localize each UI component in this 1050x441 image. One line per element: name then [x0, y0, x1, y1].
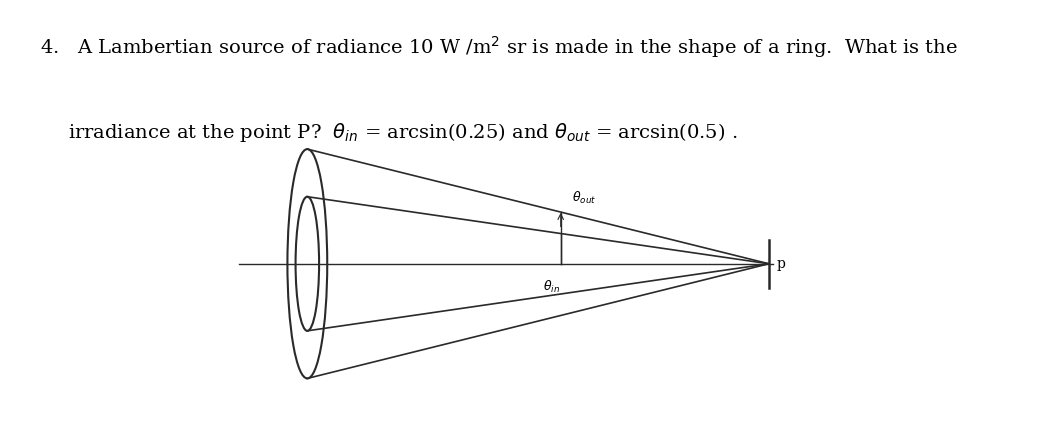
Text: irradiance at the point P?  $\theta_{in}$ = arcsin(0.25) and $\theta_{out}$ = ar: irradiance at the point P? $\theta_{in}$… [67, 121, 737, 144]
Text: $\theta_{out}$: $\theta_{out}$ [571, 190, 595, 206]
Text: p: p [776, 257, 785, 271]
Text: $\theta_{in}$: $\theta_{in}$ [543, 279, 561, 295]
Text: 4.   A Lambertian source of radiance 10 W /m$^{2}$ sr is made in the shape of a : 4. A Lambertian source of radiance 10 W … [40, 34, 959, 60]
